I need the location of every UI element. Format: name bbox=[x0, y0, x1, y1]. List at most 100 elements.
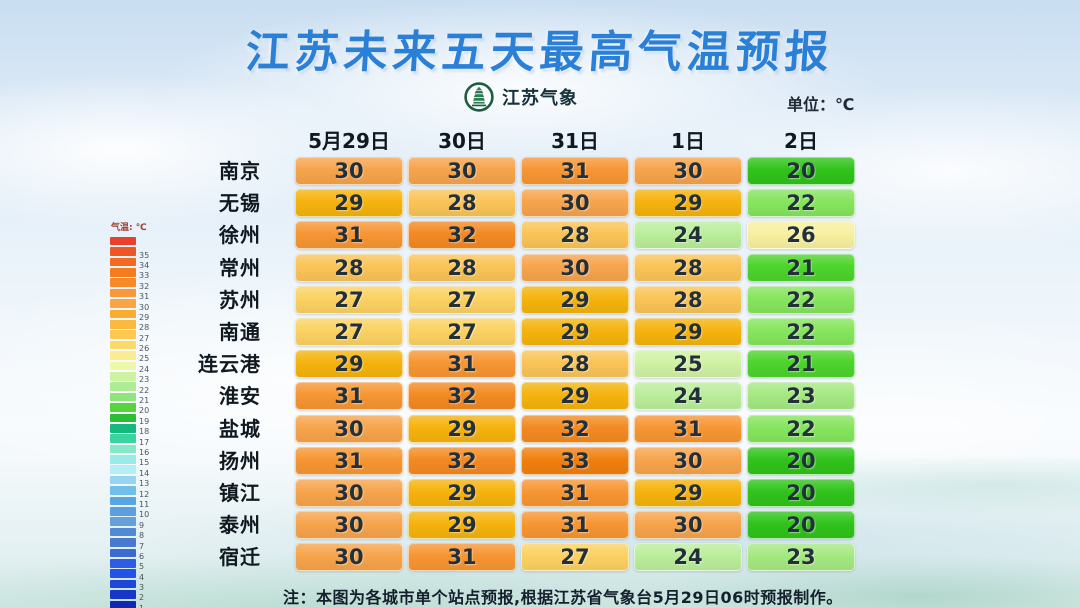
legend-band-label: 13 bbox=[139, 479, 150, 489]
temp-cell: 28 bbox=[295, 253, 403, 282]
temp-cell: 30 bbox=[521, 253, 629, 282]
legend-band: 26 bbox=[110, 340, 149, 353]
legend-band: 15 bbox=[110, 454, 150, 468]
legend-swatch bbox=[110, 268, 136, 277]
legend-band: 4 bbox=[110, 569, 149, 582]
legend-band: 35 bbox=[110, 246, 149, 259]
legend-band-label: 6 bbox=[139, 551, 145, 561]
temp-cell: 31 bbox=[295, 382, 403, 411]
date-header: 2日 bbox=[784, 129, 818, 153]
temp-cell: 28 bbox=[408, 253, 516, 282]
legend-swatch bbox=[110, 600, 136, 608]
temp-cell: 29 bbox=[634, 478, 742, 507]
city-label: 常州 bbox=[219, 255, 261, 280]
legend-band-label: 17 bbox=[139, 437, 150, 447]
temp-cell: 22 bbox=[747, 317, 855, 346]
legend-band: 32 bbox=[110, 278, 150, 291]
legend-band: 13 bbox=[110, 475, 150, 489]
temp-cell: 29 bbox=[521, 382, 629, 411]
legend-band-label: 23 bbox=[139, 375, 150, 385]
legend-swatch bbox=[110, 382, 136, 391]
temp-cell: 28 bbox=[521, 221, 629, 250]
legend-swatch bbox=[110, 465, 136, 475]
temp-cell: 27 bbox=[408, 317, 516, 346]
temp-cell: 22 bbox=[747, 414, 855, 443]
temp-cell: 24 bbox=[634, 543, 742, 572]
date-header: 1日 bbox=[671, 129, 705, 153]
legend-swatch bbox=[110, 371, 136, 381]
legend-band-label: 10 bbox=[139, 510, 150, 520]
legend-band-label: 1 bbox=[139, 604, 144, 608]
temp-cell: 30 bbox=[295, 511, 403, 540]
legend-band: 19 bbox=[110, 413, 150, 426]
legend-band-label: 30 bbox=[139, 302, 150, 312]
legend-band-label: 14 bbox=[139, 468, 150, 478]
legend-swatch bbox=[110, 569, 136, 578]
legend-swatch bbox=[110, 340, 136, 350]
temp-cell: 25 bbox=[634, 350, 742, 379]
legend-swatch bbox=[110, 434, 136, 443]
city-label: 镇江 bbox=[219, 480, 261, 505]
legend-swatch bbox=[110, 257, 136, 267]
legend-band-label: 25 bbox=[139, 354, 150, 364]
temp-cell: 31 bbox=[521, 157, 629, 185]
legend-band-label: 11 bbox=[139, 499, 150, 509]
temp-cell: 30 bbox=[634, 511, 742, 540]
legend-swatch bbox=[110, 444, 136, 454]
legend-band-label: 15 bbox=[139, 458, 150, 468]
legend-band-label: 21 bbox=[139, 396, 150, 406]
temp-cell: 24 bbox=[634, 382, 742, 411]
temp-cell: 31 bbox=[408, 543, 516, 572]
legend-swatch bbox=[110, 403, 136, 412]
temp-cell: 29 bbox=[408, 511, 516, 540]
legend-swatch bbox=[110, 475, 136, 485]
legend-swatch bbox=[110, 299, 136, 308]
legend-swatch bbox=[110, 423, 136, 433]
temp-cell: 31 bbox=[634, 414, 742, 443]
temp-cell: 31 bbox=[521, 478, 629, 507]
city-label: 南京 bbox=[219, 159, 261, 183]
temp-cell: 20 bbox=[747, 478, 855, 507]
legend-band-label: 22 bbox=[139, 385, 150, 395]
legend-band-label: 31 bbox=[139, 292, 150, 302]
temp-cell: 32 bbox=[408, 221, 516, 250]
temp-cell: 29 bbox=[521, 285, 629, 314]
temp-cell: 27 bbox=[408, 285, 516, 314]
legend-band: 34 bbox=[110, 257, 149, 269]
legend-band: 28 bbox=[110, 319, 149, 332]
temp-cell: 30 bbox=[295, 543, 403, 572]
city-label: 泰州 bbox=[219, 513, 261, 538]
legend-swatch bbox=[110, 247, 136, 256]
temp-cell: 28 bbox=[634, 253, 742, 282]
legend-swatch bbox=[110, 486, 136, 495]
legend-band-label: 32 bbox=[139, 281, 150, 291]
temp-cell: 20 bbox=[747, 511, 855, 540]
legend-band-label: 12 bbox=[139, 489, 150, 499]
legend-band-label: 19 bbox=[139, 416, 150, 426]
temp-cell: 28 bbox=[634, 285, 742, 314]
legend-band: 25 bbox=[110, 350, 150, 364]
temp-cell: 26 bbox=[747, 221, 855, 250]
legend-band-label: 4 bbox=[139, 572, 145, 582]
city-label: 淮安 bbox=[219, 384, 261, 409]
footnote: 注：本图为各城市单个站点预报,根据江苏省气象台5月29日06时预报制作。 bbox=[283, 588, 843, 607]
temp-cell: 30 bbox=[295, 414, 403, 443]
temp-cell: 27 bbox=[521, 543, 629, 572]
temp-cell: 30 bbox=[634, 446, 742, 475]
legend-title: 气温: ℃ bbox=[111, 223, 147, 233]
temp-cell: 22 bbox=[747, 189, 855, 218]
temp-cell: 29 bbox=[521, 317, 629, 346]
city-label: 扬州 bbox=[219, 448, 261, 473]
legend-band-label: 18 bbox=[139, 427, 150, 437]
date-header: 5月29日 bbox=[308, 129, 390, 153]
legend-swatch bbox=[110, 413, 136, 423]
legend-swatch bbox=[110, 361, 136, 371]
legend-band-label: 29 bbox=[139, 312, 150, 322]
temp-cell: 31 bbox=[295, 221, 403, 250]
legend-swatch bbox=[110, 496, 136, 506]
temp-cell: 28 bbox=[408, 189, 516, 218]
temp-cell: 30 bbox=[295, 157, 403, 185]
legend-band: 20 bbox=[110, 402, 149, 415]
legend-swatch bbox=[110, 278, 136, 288]
